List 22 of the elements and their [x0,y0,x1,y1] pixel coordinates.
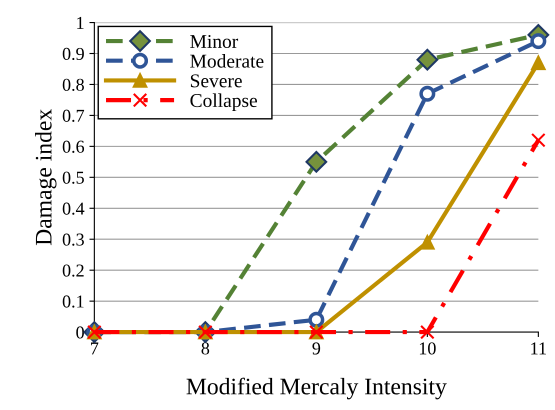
y-tick-label: 0.8 [62,78,84,91]
legend-label: Severe [190,74,242,88]
x-tick-label: 7 [91,342,98,354]
y-tick-label: 0.6 [62,140,84,153]
legend-label: Minor [190,34,238,48]
y-axis-title: Damage index [35,109,57,246]
y-tick-label: 0.2 [62,264,84,277]
y-tick-label: 0.1 [62,295,84,308]
y-tick-label: 0.9 [62,48,84,60]
x-tick-label: 8 [202,342,210,355]
y-tick-label: 0.7 [62,110,84,122]
x-axis-title: Modified Mercaly Intensity [186,378,447,400]
y-tick-label: 0.4 [62,202,84,215]
y-tick-label: 0.5 [62,172,84,184]
y-tick-label: 1 [77,16,84,29]
x-tick-label: 9 [312,342,320,355]
legend-label: Collapse [190,93,257,112]
legend-label: Moderate [190,54,264,68]
y-tick-label: 0 [76,326,84,339]
y-tick-label: 0.3 [62,233,84,246]
x-tick-label: 10 [420,342,436,355]
x-tick-label: 11 [531,342,546,354]
